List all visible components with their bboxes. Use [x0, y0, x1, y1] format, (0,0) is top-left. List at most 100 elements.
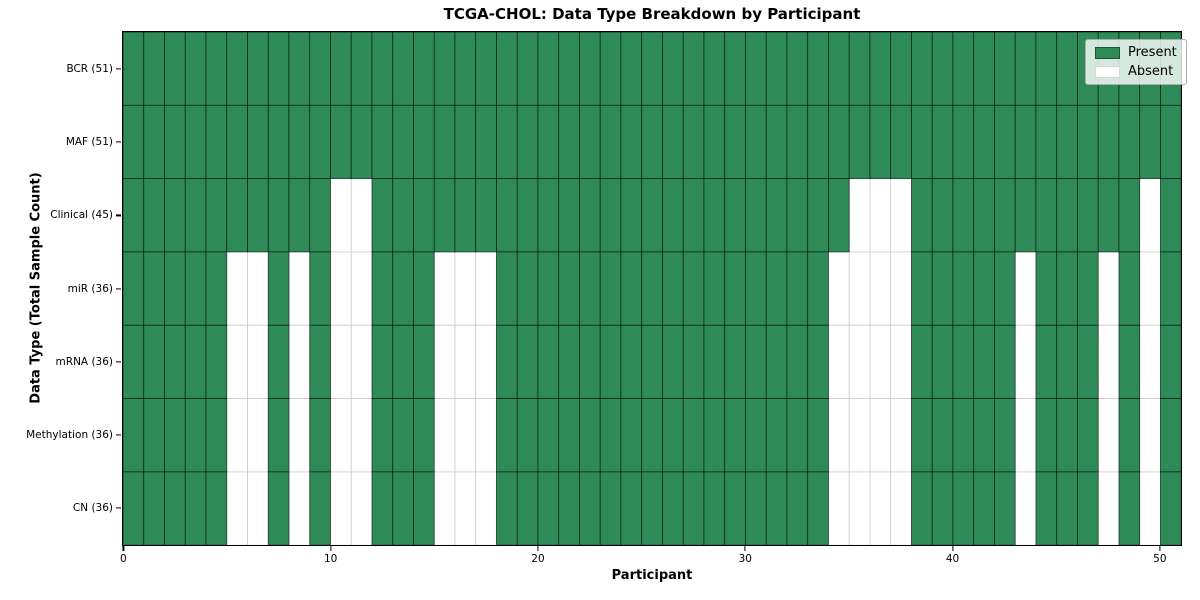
heatmap-cell-present — [184, 32, 207, 106]
heatmap-cell-present — [226, 178, 248, 253]
absent-swatch — [1095, 65, 1120, 78]
heatmap-cell-present — [994, 32, 1016, 106]
heatmap-cell-absent — [433, 398, 456, 473]
heatmap-cell-present — [599, 178, 622, 253]
heatmap-cell-present — [973, 398, 995, 473]
heatmap-cell-present — [558, 104, 580, 180]
heatmap-cell-present — [599, 32, 622, 106]
heatmap-cell-present — [682, 324, 705, 399]
heatmap-cell-present — [1097, 104, 1120, 180]
heatmap-cell-present — [413, 104, 435, 180]
heatmap-cell-present — [952, 324, 975, 399]
heatmap-cell-absent — [848, 398, 871, 473]
heatmap-cell-present — [1035, 251, 1058, 326]
heatmap-cell-present — [1160, 178, 1181, 253]
heatmap-cell-present — [1097, 178, 1120, 253]
heatmap-cell-present — [496, 32, 518, 106]
heatmap-cell-absent — [288, 251, 311, 326]
heatmap-cell-present — [828, 32, 850, 106]
heatmap-cell-present — [620, 471, 643, 545]
heatmap-cell-absent — [226, 398, 248, 473]
heatmap-cell-present — [1035, 324, 1058, 399]
heatmap-cell-present — [413, 251, 435, 326]
heatmap-cell-present — [475, 178, 497, 253]
heatmap-cell-present — [350, 32, 373, 106]
heatmap-cell-present — [641, 32, 663, 106]
heatmap-cell-present — [579, 251, 601, 326]
heatmap-cell-present — [579, 471, 601, 545]
heatmap-cell-present — [413, 178, 435, 253]
y-tick-mark — [116, 361, 121, 363]
heatmap-cell-present — [807, 251, 829, 326]
heatmap-cell-absent — [350, 471, 373, 545]
heatmap-cell-present — [143, 32, 165, 106]
legend-item-present: Present — [1095, 45, 1177, 60]
heatmap-cell-present — [994, 251, 1016, 326]
heatmap-cell-present — [952, 178, 975, 253]
heatmap-cell-present — [994, 471, 1016, 545]
x-tick-mark — [537, 546, 539, 551]
heatmap-cell-present — [579, 398, 601, 473]
heatmap-cell-present — [724, 251, 746, 326]
heatmap-cell-present — [1160, 324, 1181, 399]
heatmap-cell-present — [641, 324, 663, 399]
heatmap-cell-present — [994, 104, 1016, 180]
heatmap-cell-present — [703, 398, 726, 473]
heatmap-cell-present — [371, 471, 394, 545]
heatmap-cell-absent — [226, 471, 248, 545]
heatmap-cell-present — [309, 471, 331, 545]
heatmap-cell-present — [164, 398, 186, 473]
heatmap-cell-present — [641, 251, 663, 326]
heatmap-cell-present — [599, 471, 622, 545]
heatmap-cell-present — [496, 471, 518, 545]
heatmap-cell-present — [1118, 398, 1141, 473]
heatmap-cell-present — [724, 104, 746, 180]
heatmap-cell-present — [516, 471, 539, 545]
heatmap-cell-present — [496, 398, 518, 473]
heatmap-cell-present — [973, 178, 995, 253]
heatmap-cell-present — [973, 471, 995, 545]
heatmap-cell-present — [911, 104, 933, 180]
x-tick-mark — [1159, 546, 1161, 551]
heatmap-cell-absent — [1014, 398, 1037, 473]
heatmap-cell-present — [267, 471, 290, 545]
heatmap-cell-present — [682, 398, 705, 473]
heatmap-cell-present — [786, 398, 809, 473]
heatmap-cell-absent — [1139, 178, 1161, 253]
heatmap-cell-present — [911, 471, 933, 545]
heatmap-cell-absent — [350, 324, 373, 399]
heatmap-cell-present — [330, 104, 352, 180]
heatmap-cell-present — [413, 398, 435, 473]
heatmap-cell-present — [599, 104, 622, 180]
heatmap-cell-present — [143, 398, 165, 473]
heatmap-cell-absent — [350, 398, 373, 473]
heatmap-cell-present — [309, 324, 331, 399]
heatmap-cell-present — [143, 471, 165, 545]
heatmap-cell-present — [123, 104, 145, 180]
heatmap-cell-present — [1139, 104, 1161, 180]
heatmap-cell-present — [371, 178, 394, 253]
heatmap-cell-present — [184, 178, 207, 253]
heatmap-cell-present — [973, 251, 995, 326]
heatmap-cell-present — [475, 32, 497, 106]
heatmap-cell-absent — [454, 251, 477, 326]
heatmap-cell-present — [620, 398, 643, 473]
heatmap-cell-present — [537, 104, 560, 180]
heatmap-cell-present — [1014, 178, 1037, 253]
heatmap-cell-present — [745, 324, 767, 399]
x-axis-label: Participant — [611, 568, 693, 583]
heatmap-cell-present — [309, 104, 331, 180]
heatmap-cell-present — [433, 104, 456, 180]
heatmap-grid — [123, 32, 1181, 545]
heatmap-cell-absent — [1139, 471, 1161, 545]
heatmap-cell-present — [952, 251, 975, 326]
y-tick-label: MAF (51) — [65, 136, 113, 149]
heatmap-cell-absent — [828, 251, 850, 326]
heatmap-cell-present — [911, 324, 933, 399]
heatmap-cell-present — [164, 324, 186, 399]
heatmap-cell-present — [745, 178, 767, 253]
heatmap-cell-present — [620, 32, 643, 106]
heatmap-cell-present — [973, 324, 995, 399]
heatmap-cell-present — [1056, 178, 1078, 253]
heatmap-cell-absent — [288, 324, 311, 399]
